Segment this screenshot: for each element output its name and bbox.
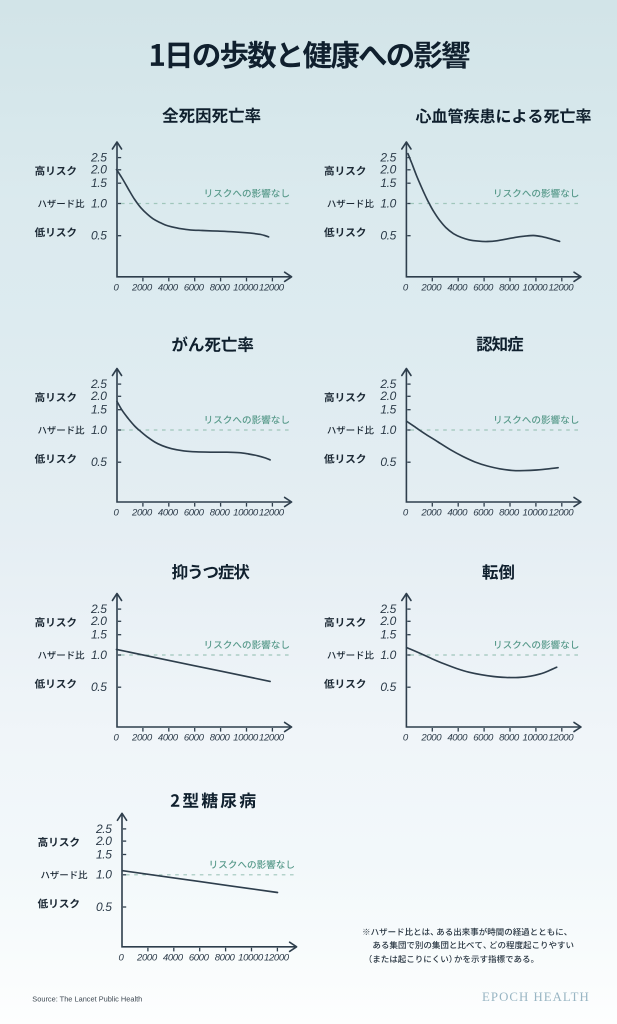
svg-text:10000: 10000 [238, 953, 264, 964]
svg-text:2000: 2000 [131, 283, 153, 294]
svg-text:0: 0 [403, 508, 409, 519]
svg-text:2.5: 2.5 [90, 151, 107, 165]
svg-text:2000: 2000 [420, 508, 442, 519]
svg-text:12000: 12000 [259, 283, 285, 294]
svg-text:0: 0 [114, 508, 120, 519]
svg-text:6000: 6000 [184, 508, 205, 519]
svg-text:8000: 8000 [499, 733, 520, 744]
svg-text:1.5: 1.5 [380, 628, 396, 642]
svg-text:1.5: 1.5 [380, 176, 396, 190]
svg-text:2.0: 2.0 [379, 389, 396, 403]
svg-text:2.5: 2.5 [379, 151, 396, 165]
svg-text:0: 0 [114, 733, 120, 744]
svg-text:1.0: 1.0 [380, 648, 396, 662]
svg-text:2000: 2000 [420, 283, 442, 294]
svg-text:0.5: 0.5 [380, 680, 396, 694]
svg-text:Source: The Lancet Public Heal: Source: The Lancet Public Health [32, 994, 142, 1003]
svg-text:2.5: 2.5 [90, 602, 107, 616]
svg-text:8000: 8000 [499, 508, 520, 519]
svg-text:2.5: 2.5 [379, 602, 396, 616]
svg-text:2.0: 2.0 [379, 614, 396, 628]
svg-text:0.5: 0.5 [380, 229, 396, 243]
svg-text:4000: 4000 [447, 733, 468, 744]
svg-text:4000: 4000 [158, 283, 179, 294]
svg-text:1.5: 1.5 [91, 628, 107, 642]
svg-text:2.5: 2.5 [95, 822, 112, 836]
svg-text:8000: 8000 [210, 733, 231, 744]
svg-text:0.5: 0.5 [380, 455, 396, 469]
svg-text:12000: 12000 [548, 508, 574, 519]
svg-text:8000: 8000 [215, 953, 236, 964]
svg-text:2.0: 2.0 [95, 834, 112, 848]
svg-text:1.0: 1.0 [91, 196, 107, 210]
svg-text:0: 0 [403, 733, 409, 744]
svg-text:10000: 10000 [523, 283, 549, 294]
svg-text:0: 0 [119, 953, 125, 964]
svg-text:8000: 8000 [210, 283, 231, 294]
svg-text:1.5: 1.5 [96, 847, 112, 861]
svg-text:10000: 10000 [233, 733, 259, 744]
svg-text:12000: 12000 [259, 733, 285, 744]
svg-text:4000: 4000 [447, 508, 468, 519]
svg-text:10000: 10000 [523, 508, 549, 519]
svg-text:12000: 12000 [548, 733, 574, 744]
svg-text:1.0: 1.0 [91, 648, 107, 662]
svg-text:2000: 2000 [131, 508, 153, 519]
svg-text:8000: 8000 [210, 508, 231, 519]
svg-text:1.0: 1.0 [380, 196, 396, 210]
svg-text:6000: 6000 [184, 283, 205, 294]
svg-text:4000: 4000 [158, 508, 179, 519]
svg-text:10000: 10000 [233, 283, 259, 294]
svg-text:8000: 8000 [499, 283, 520, 294]
svg-text:1.0: 1.0 [91, 423, 107, 437]
svg-text:2000: 2000 [420, 733, 442, 744]
svg-text:1.5: 1.5 [91, 403, 107, 417]
svg-text:1.5: 1.5 [380, 403, 396, 417]
svg-text:2.0: 2.0 [90, 614, 107, 628]
svg-text:0.5: 0.5 [91, 229, 107, 243]
svg-text:10000: 10000 [523, 733, 549, 744]
svg-text:6000: 6000 [473, 508, 494, 519]
svg-text:0: 0 [114, 283, 120, 294]
svg-text:6000: 6000 [189, 953, 210, 964]
svg-text:2.0: 2.0 [90, 389, 107, 403]
svg-text:0.5: 0.5 [91, 455, 107, 469]
svg-text:4000: 4000 [158, 733, 179, 744]
svg-text:2.0: 2.0 [379, 163, 396, 177]
svg-text:2000: 2000 [131, 733, 153, 744]
svg-text:12000: 12000 [548, 283, 574, 294]
svg-text:12000: 12000 [259, 508, 285, 519]
svg-text:2.0: 2.0 [90, 163, 107, 177]
svg-text:2000: 2000 [136, 953, 158, 964]
svg-text:2.5: 2.5 [379, 377, 396, 391]
svg-text:2.5: 2.5 [90, 377, 107, 391]
svg-text:1.0: 1.0 [380, 423, 396, 437]
svg-text:6000: 6000 [473, 733, 494, 744]
svg-text:6000: 6000 [184, 733, 205, 744]
svg-text:4000: 4000 [163, 953, 184, 964]
svg-text:10000: 10000 [233, 508, 259, 519]
svg-text:1.5: 1.5 [91, 176, 107, 190]
svg-text:0.5: 0.5 [96, 900, 112, 914]
svg-text:12000: 12000 [264, 953, 290, 964]
svg-text:EPOCH HEALTH: EPOCH HEALTH [482, 990, 590, 1004]
svg-text:1.0: 1.0 [96, 868, 112, 882]
svg-text:4000: 4000 [447, 283, 468, 294]
svg-text:0.5: 0.5 [91, 680, 107, 694]
svg-text:0: 0 [403, 283, 409, 294]
svg-text:6000: 6000 [473, 283, 494, 294]
